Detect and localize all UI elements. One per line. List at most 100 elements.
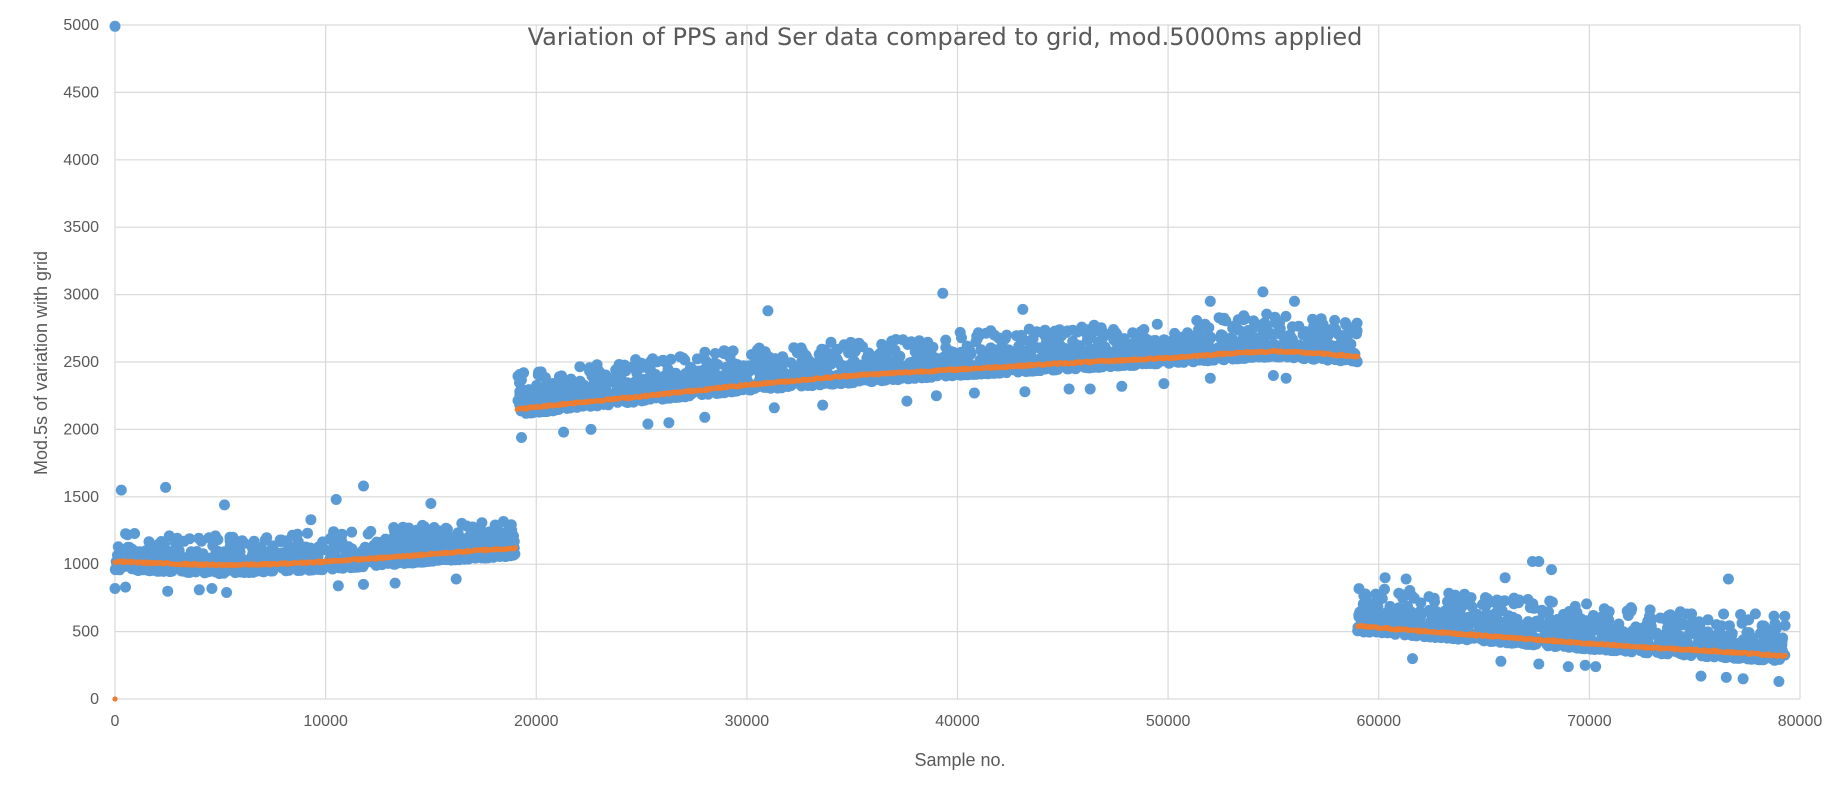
data-point: [1454, 617, 1465, 628]
data-point: [224, 531, 236, 543]
data-point: [1443, 596, 1455, 608]
data-point: [1031, 326, 1043, 338]
data-point: [1579, 659, 1591, 671]
data-point: [112, 541, 124, 553]
data-point: [1038, 344, 1050, 356]
data-point: [193, 584, 205, 596]
data-point: [1546, 596, 1558, 608]
data-point: [825, 336, 837, 348]
data-point: [380, 533, 391, 545]
data-point: [659, 379, 670, 391]
data-point: [1305, 327, 1317, 339]
data-point: [481, 531, 493, 543]
data-point: [1306, 336, 1318, 348]
data-point: [191, 546, 203, 557]
data-point: [120, 528, 132, 540]
data-point: [1204, 342, 1216, 354]
data-point: [358, 578, 369, 590]
data-point: [472, 536, 484, 548]
data-point: [390, 524, 402, 535]
data-point: [248, 552, 260, 564]
data-point: [1722, 573, 1734, 585]
data-point: [721, 369, 733, 381]
data-point: [1737, 673, 1749, 685]
data-point: [600, 369, 612, 381]
data-point: [1068, 338, 1080, 349]
data-point: [1257, 318, 1269, 330]
data-point: [1096, 361, 1108, 373]
data-point: [1315, 340, 1326, 352]
data-point: [1322, 354, 1334, 366]
data-point: [491, 522, 503, 534]
data-point: [1322, 330, 1334, 342]
data-point: [1019, 386, 1031, 398]
data-point: [1396, 608, 1408, 620]
trend-point: [512, 545, 518, 551]
data-point: [1533, 658, 1545, 670]
data-point: [1627, 625, 1639, 637]
data-point: [754, 368, 766, 380]
data-point: [1407, 653, 1418, 665]
data-point: [1280, 372, 1292, 384]
data-point: [881, 373, 893, 385]
data-point: [692, 365, 703, 377]
data-point: [1094, 344, 1106, 355]
data-point: [358, 480, 369, 492]
data-point: [531, 390, 543, 401]
data-point: [346, 543, 358, 555]
data-point: [998, 355, 1010, 367]
data-point: [1152, 340, 1164, 351]
data-point: [1735, 609, 1747, 620]
data-point: [1238, 310, 1250, 322]
data-point: [1474, 623, 1486, 635]
data-point: [1063, 383, 1075, 395]
data-point: [788, 364, 800, 376]
data-point: [701, 362, 713, 374]
data-point: [1537, 607, 1549, 619]
data-point: [619, 359, 630, 371]
data-point: [863, 347, 875, 359]
data-point: [1370, 595, 1382, 607]
data-point: [115, 484, 127, 496]
data-point: [1286, 321, 1298, 333]
data-point: [1164, 342, 1176, 354]
data-point: [1572, 626, 1584, 638]
data-point: [501, 536, 513, 548]
data-point: [1491, 608, 1502, 620]
data-point: [1710, 632, 1721, 644]
trend-point: [1355, 353, 1361, 359]
data-point: [200, 565, 211, 577]
data-point: [440, 522, 452, 534]
data-point: [1562, 661, 1574, 673]
data-point: [1736, 617, 1748, 629]
data-point: [940, 334, 952, 346]
data-point: [849, 345, 861, 357]
data-point: [691, 353, 703, 365]
data-point: [450, 573, 462, 585]
data-point: [701, 372, 713, 383]
data-point: [281, 535, 293, 547]
data-point: [1581, 598, 1593, 610]
data-point: [1779, 620, 1791, 631]
data-point: [1453, 591, 1465, 603]
data-point: [968, 387, 980, 399]
data-point: [1400, 573, 1412, 585]
data-point: [1226, 340, 1238, 351]
data-point: [1527, 598, 1539, 610]
data-point: [406, 542, 417, 554]
data-point: [126, 543, 138, 555]
data-point: [762, 359, 774, 371]
data-point: [425, 498, 437, 509]
data-point: [1513, 594, 1525, 606]
data-point: [469, 550, 481, 562]
data-point: [762, 305, 774, 317]
data-point: [1085, 332, 1097, 344]
data-point: [642, 418, 654, 430]
data-point: [718, 348, 730, 359]
data-point: [291, 528, 303, 540]
data-point: [875, 357, 887, 369]
data-point: [1454, 605, 1466, 617]
data-point: [1546, 564, 1557, 576]
data-point: [452, 527, 464, 539]
data-point: [280, 550, 292, 562]
